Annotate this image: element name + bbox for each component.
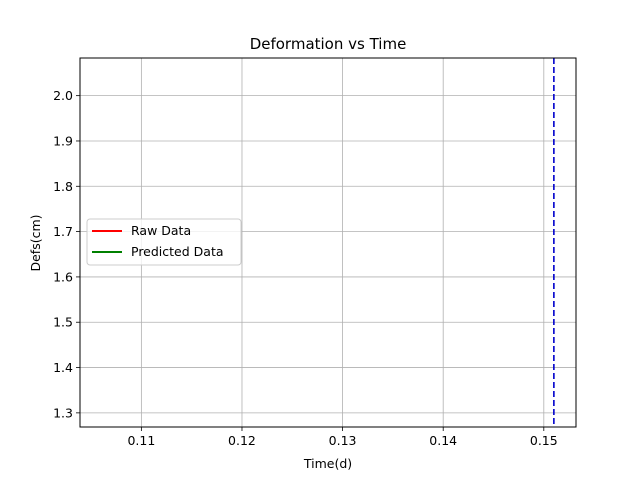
x-tick-label: 0.15 <box>530 433 558 448</box>
y-tick-label: 2.0 <box>53 88 73 103</box>
legend: Raw Data Predicted Data <box>86 218 242 266</box>
y-axis-ticks: 1.3 1.4 1.5 1.6 1.7 1.8 1.9 2.0 <box>53 88 80 420</box>
plot-frame <box>79 57 577 428</box>
legend-box <box>86 218 242 266</box>
x-tick-label: 0.13 <box>329 433 357 448</box>
x-tick-label: 0.11 <box>127 433 155 448</box>
x-axis-label: Time(d) <box>303 456 352 471</box>
legend-raw-data-label: Raw Data <box>131 223 191 238</box>
y-tick-label: 1.8 <box>53 179 73 194</box>
y-tick-label: 1.9 <box>53 133 73 148</box>
x-tick-label: 0.14 <box>429 433 457 448</box>
y-tick-label: 1.4 <box>53 360 73 375</box>
y-tick-label: 1.3 <box>53 405 73 420</box>
x-axis-ticks: 0.11 0.12 0.13 0.14 0.15 <box>127 427 558 448</box>
grid-lines <box>80 58 576 427</box>
y-tick-label: 1.7 <box>53 224 73 239</box>
chart-title: Deformation vs Time <box>250 35 407 53</box>
y-axis-label: Defs(cm) <box>28 214 43 271</box>
y-tick-label: 1.6 <box>53 269 73 284</box>
y-tick-label: 1.5 <box>53 315 73 330</box>
x-tick-label: 0.12 <box>228 433 256 448</box>
legend-predicted-data-label: Predicted Data <box>131 244 224 259</box>
